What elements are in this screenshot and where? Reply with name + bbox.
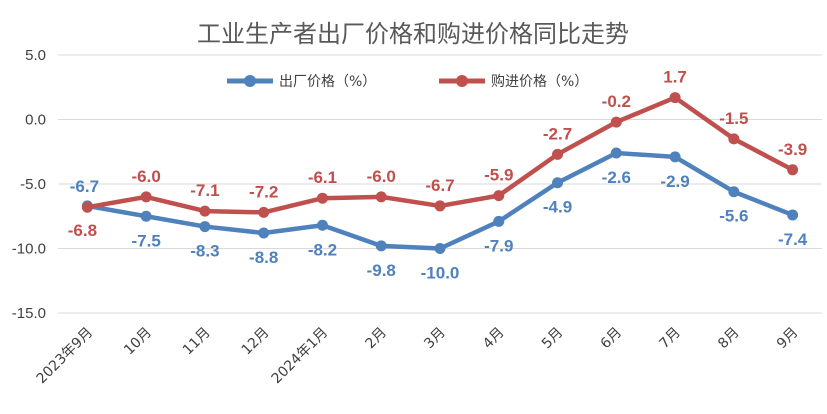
data-point-factory xyxy=(552,177,564,189)
x-tick-label: 7月 xyxy=(656,325,684,353)
data-label-factory: -8.2 xyxy=(308,240,337,259)
x-tick-label: 10月 xyxy=(121,325,155,359)
data-label-factory: -5.6 xyxy=(719,207,748,226)
data-point-purchase xyxy=(199,205,211,217)
data-labels-layer: -6.7 -7.5 -8.3 -8.8 -8.2 -9.8 -10.0 -7.9 -4.9 -2.… xyxy=(68,68,808,283)
y-axis-ticks: 5.0 0.0 -5.0 -10.0 -15.0 xyxy=(12,47,46,322)
legend-label-factory: 出厂价格（%） xyxy=(279,74,376,90)
y-tick-label: 0.0 xyxy=(25,112,46,129)
data-label-factory: -6.7 xyxy=(70,177,99,196)
data-point-purchase xyxy=(787,164,799,176)
data-label-purchase: -7.2 xyxy=(249,182,278,201)
data-label-purchase: -5.9 xyxy=(484,166,513,185)
data-label-purchase: -6.7 xyxy=(425,176,454,195)
data-point-factory xyxy=(258,227,270,239)
data-label-purchase: -6.1 xyxy=(308,168,337,187)
data-label-factory: -7.4 xyxy=(778,230,808,249)
y-tick-label: 5.0 xyxy=(25,47,46,64)
data-point-factory xyxy=(728,186,740,198)
legend-label-purchase: 购进价格（%） xyxy=(491,74,588,90)
data-point-purchase xyxy=(81,201,93,213)
data-label-purchase: -6.0 xyxy=(367,167,396,186)
x-tick-label: 9月 xyxy=(774,325,802,353)
data-label-factory: -10.0 xyxy=(421,264,460,283)
data-point-purchase xyxy=(552,148,564,160)
gridlines xyxy=(58,54,822,314)
y-tick-label: -15.0 xyxy=(12,305,46,322)
x-tick-label: 3月 xyxy=(421,325,449,353)
data-point-purchase xyxy=(610,116,622,128)
data-point-factory xyxy=(434,243,446,254)
data-label-factory: -4.9 xyxy=(543,198,572,217)
x-tick-label: 6月 xyxy=(598,325,626,353)
data-point-factory xyxy=(375,240,387,252)
data-point-purchase xyxy=(434,200,446,212)
legend-swatch-purchase-marker xyxy=(456,75,468,87)
chart-title: 工业生产者出厂价格和购进价格同比走势 xyxy=(197,20,629,48)
x-tick-label: 8月 xyxy=(715,325,743,353)
data-point-factory xyxy=(140,210,152,222)
data-point-purchase xyxy=(316,192,328,204)
x-tick-label: 11月 xyxy=(180,325,214,359)
x-tick-label: 2024年1月 xyxy=(269,325,332,388)
data-point-purchase xyxy=(258,206,270,218)
x-tick-label: 5月 xyxy=(539,325,567,353)
x-tick-label: 2月 xyxy=(363,325,391,353)
data-point-purchase xyxy=(140,191,152,203)
data-label-purchase: -1.5 xyxy=(719,109,748,128)
y-tick-label: -10.0 xyxy=(12,241,46,258)
data-label-purchase: -6.8 xyxy=(68,221,97,240)
data-label-purchase: -7.1 xyxy=(190,181,219,200)
data-label-purchase: 1.7 xyxy=(663,68,687,87)
data-label-factory: -8.8 xyxy=(249,248,278,267)
data-point-purchase xyxy=(669,92,681,104)
data-label-factory: -2.6 xyxy=(602,168,631,187)
data-label-purchase: -6.0 xyxy=(132,167,161,186)
data-label-factory: -9.8 xyxy=(367,261,396,280)
data-label-purchase: -2.7 xyxy=(543,124,572,143)
data-point-purchase xyxy=(375,191,387,203)
data-point-factory xyxy=(316,219,328,231)
y-tick-label: -5.0 xyxy=(20,176,46,193)
x-tick-label: 2023年9月 xyxy=(34,325,97,388)
data-point-purchase xyxy=(728,133,740,145)
legend: 出厂价格（%） 购进价格（%） xyxy=(227,74,588,90)
data-point-factory xyxy=(787,209,799,221)
legend-item-purchase: 购进价格（%） xyxy=(439,74,588,90)
data-point-purchase xyxy=(493,190,505,202)
series-layer xyxy=(81,92,799,254)
data-point-factory xyxy=(493,215,505,227)
legend-item-factory: 出厂价格（%） xyxy=(227,74,376,90)
data-label-factory: -7.9 xyxy=(484,236,513,255)
data-point-factory xyxy=(669,151,681,163)
legend-swatch-factory-marker xyxy=(244,75,256,87)
data-point-factory xyxy=(610,147,622,159)
data-label-factory: -8.3 xyxy=(190,242,219,261)
data-label-factory: -7.5 xyxy=(132,231,161,250)
data-label-factory: -2.9 xyxy=(660,172,689,191)
x-tick-label: 12月 xyxy=(239,325,273,359)
data-label-purchase: -0.2 xyxy=(602,92,631,111)
data-point-factory xyxy=(199,221,211,233)
x-tick-label: 4月 xyxy=(480,325,508,353)
data-label-purchase: -3.9 xyxy=(778,140,807,159)
